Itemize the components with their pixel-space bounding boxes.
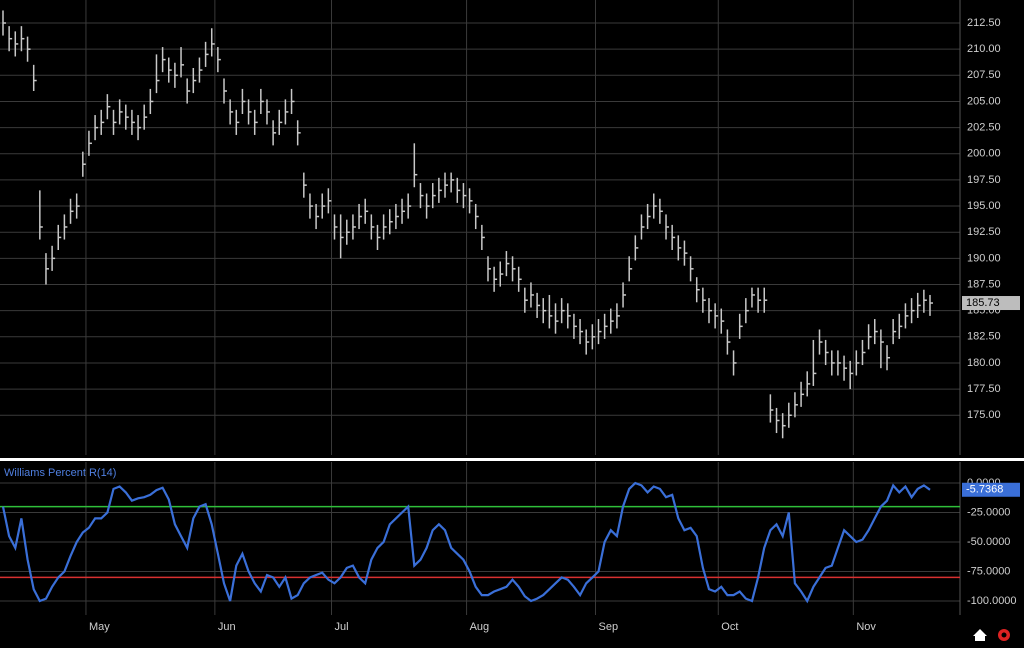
- y-tick-label: 187.50: [967, 278, 1001, 290]
- y-tick-label: 180.00: [967, 357, 1001, 369]
- x-tick-label: Oct: [721, 621, 738, 633]
- indicator-line: [1, 481, 931, 604]
- x-tick-label: Sep: [598, 621, 618, 633]
- x-tick-label: Jul: [335, 621, 349, 633]
- y-tick-label: 197.50: [967, 174, 1001, 186]
- last-value-tag: [962, 296, 1020, 311]
- y-tick-label: 210.00: [967, 43, 1001, 55]
- y-tick-label: 190.00: [967, 252, 1001, 264]
- y-tick-label: 182.50: [967, 331, 1001, 343]
- y-tick-label: 195.00: [967, 200, 1001, 212]
- y-tick-label: -75.0000: [967, 565, 1010, 577]
- y-tick-label: 177.50: [967, 383, 1001, 395]
- y-tick-label: 200.00: [967, 148, 1001, 160]
- last-value-label: 185.73: [966, 297, 1000, 309]
- x-tick-label: May: [89, 621, 110, 633]
- y-tick-label: -50.0000: [967, 536, 1010, 548]
- last-value-label: -5.7368: [966, 484, 1003, 496]
- y-tick-label: 205.00: [967, 95, 1001, 107]
- y-tick-label: 207.50: [967, 69, 1001, 81]
- y-tick-label: 175.00: [967, 409, 1001, 421]
- y-tick-label: 192.50: [967, 226, 1001, 238]
- last-value-tag: [962, 482, 1020, 497]
- x-tick-label: Jun: [218, 621, 236, 633]
- indicator-title: Williams Percent R(14): [4, 467, 116, 479]
- refresh-icon[interactable]: [998, 629, 1010, 641]
- x-tick-label: Nov: [856, 621, 876, 633]
- y-tick-label: -25.0000: [967, 506, 1010, 518]
- y-tick-label: 202.50: [967, 122, 1001, 134]
- y-tick-label: 212.50: [967, 17, 1001, 29]
- panel-separator: [0, 458, 1024, 461]
- home-icon[interactable]: [973, 629, 987, 641]
- x-tick-label: Aug: [470, 621, 490, 633]
- y-tick-label: -100.0000: [967, 595, 1017, 607]
